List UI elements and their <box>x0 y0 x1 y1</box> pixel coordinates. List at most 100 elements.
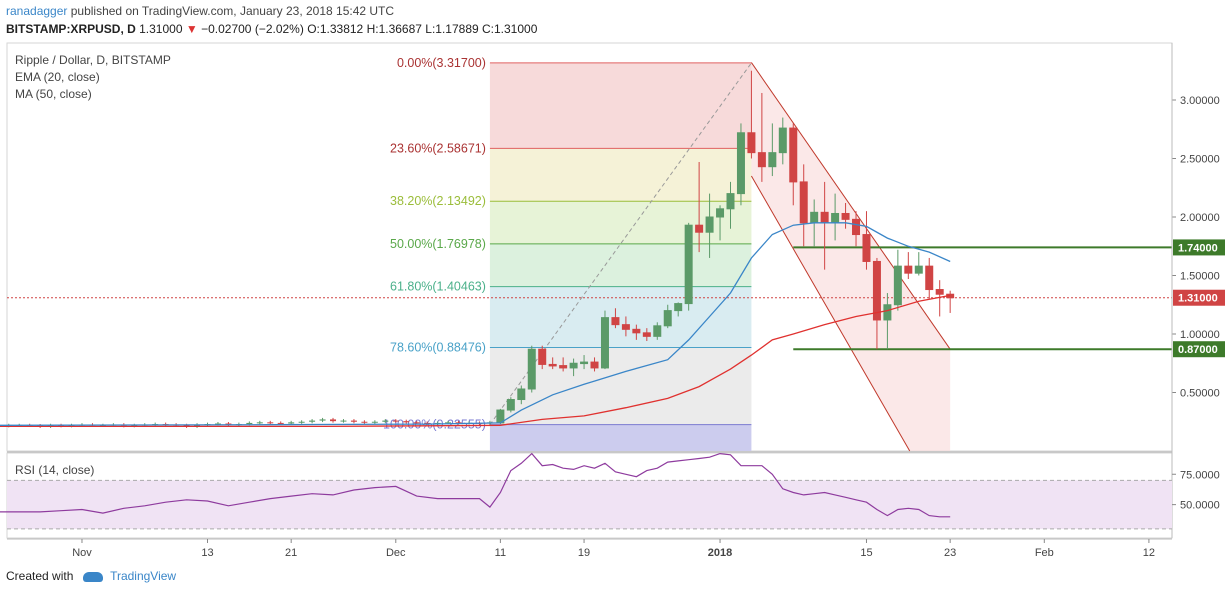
candle-body <box>569 362 578 369</box>
fib-level-label: 23.60%(2.58671) <box>390 141 486 155</box>
symbol-info: BITSTAMP:XRPUSD, D 1.31000 ▼ −0.02700 (−… <box>6 22 537 36</box>
candle-body <box>424 422 431 424</box>
fibonacci-retracement: 0.00%(3.31700) 23.60%(2.58671) 38.20%(2.13… <box>383 56 752 451</box>
price-axis-label: 1.00000 <box>1180 329 1220 341</box>
candle-body <box>642 332 651 337</box>
candle-body <box>883 304 892 321</box>
candle-body <box>726 193 735 210</box>
candle-body <box>747 132 756 154</box>
candle-body <box>935 289 944 295</box>
ma50-line <box>0 294 951 428</box>
symbol-label: BITSTAMP:XRPUSD, D <box>6 22 136 36</box>
candle-body <box>611 317 620 326</box>
candle-body <box>768 152 777 168</box>
tradingview-link[interactable]: TradingView <box>110 569 177 583</box>
candle-body <box>246 422 253 425</box>
time-axis-label: 2018 <box>708 547 732 559</box>
price-axis-label: 2.00000 <box>1180 212 1220 224</box>
price-axis-label: 1.50000 <box>1180 271 1220 283</box>
published-text: published on TradingView.com, January 23… <box>70 4 395 18</box>
candle-body <box>778 127 787 154</box>
fib-zone <box>489 424 752 451</box>
candle-body <box>214 423 221 425</box>
fib-zone <box>489 148 752 202</box>
candle-body <box>841 212 850 220</box>
fib-level-label: 0.00%(3.31700) <box>397 56 486 70</box>
candle-body <box>789 127 798 183</box>
candle-body <box>653 325 662 337</box>
candle-body <box>716 208 725 218</box>
rsi-axis-label: 50.0000 <box>1180 500 1220 512</box>
price-axis-label: 2.50000 <box>1180 154 1220 166</box>
time-axis-label: 13 <box>201 547 213 559</box>
candle-body <box>810 211 819 224</box>
price-legend: Ripple / Dollar, D, BITSTAMP EMA (20, clo… <box>15 53 171 101</box>
fib-trend-line <box>489 62 752 425</box>
time-axis-label: 11 <box>495 547 506 559</box>
price-axis-label: 3.00000 <box>1180 95 1220 107</box>
candle-body <box>695 224 704 233</box>
candle-body <box>580 361 589 365</box>
candle-body <box>267 422 274 424</box>
candle-body <box>392 420 399 422</box>
descending-channel <box>750 62 951 452</box>
last-price-tag-label: 1.31000 <box>1178 293 1218 305</box>
candle-body <box>361 421 368 423</box>
candle-body <box>288 422 295 424</box>
rsi-legend: RSI (14, close) <box>15 463 94 477</box>
candle-body <box>194 424 201 427</box>
candle-body <box>256 422 263 424</box>
level-tag-label: 1.74000 <box>1178 242 1218 254</box>
candle-body <box>413 422 420 424</box>
candle-body <box>621 324 630 330</box>
last-price: 1.31000 <box>139 22 183 36</box>
time-axis-label: 21 <box>285 547 297 559</box>
candle-body <box>403 421 410 423</box>
time-axis-label: Feb <box>1035 547 1054 559</box>
fib-zone <box>489 286 752 348</box>
candle-body <box>298 421 305 423</box>
legend-item: EMA (20, close) <box>15 70 100 84</box>
fib-level-label: 61.80%(1.40463) <box>390 280 486 294</box>
fib-level-label: 78.60%(0.88476) <box>390 340 486 354</box>
candle-body <box>455 422 462 424</box>
candle-body <box>862 234 871 262</box>
candle-body <box>330 419 337 422</box>
level-tag <box>1173 239 1225 256</box>
fib-level-label: 38.20%(2.13492) <box>390 194 486 208</box>
price-axis-label: 0.50000 <box>1180 388 1220 400</box>
price-change: −0.02700 (−2.02%) <box>201 22 304 36</box>
candle-body <box>527 348 536 390</box>
footer: Created with TradingView <box>6 569 176 583</box>
candle-body <box>506 399 515 411</box>
candle-body <box>674 303 683 312</box>
time-axis: Nov 13 21 Dec 11 19 2018 15 23 Feb 12 <box>7 538 1172 559</box>
candle-body <box>277 422 284 424</box>
candles <box>496 70 955 425</box>
candle-body <box>663 310 672 327</box>
candle-body <box>852 218 861 236</box>
candle-body <box>872 260 881 321</box>
fib-zone <box>489 62 752 149</box>
candle-body <box>925 265 934 291</box>
rsi-band <box>7 480 1172 529</box>
time-axis-label: Nov <box>72 547 92 559</box>
channel-lower-line <box>750 175 911 452</box>
level-tag-label: 0.87000 <box>1178 344 1218 356</box>
legend-item: Ripple / Dollar, D, BITSTAMP <box>15 53 171 67</box>
candle-body <box>548 363 557 367</box>
candle-body <box>632 328 641 334</box>
change-down-icon: ▼ <box>185 22 198 36</box>
candle-body <box>893 265 902 306</box>
rsi-pane: 75.0000 50.0000 RSI (14, close) <box>0 452 1220 530</box>
candle-body <box>757 152 766 168</box>
candle-body <box>831 212 840 224</box>
candle-body <box>684 224 693 305</box>
time-axis-label: 19 <box>578 547 590 559</box>
author-link[interactable]: ranadagger <box>6 4 68 18</box>
rsi-line <box>0 452 951 518</box>
candle-body <box>736 132 745 195</box>
candle-body <box>319 419 326 421</box>
